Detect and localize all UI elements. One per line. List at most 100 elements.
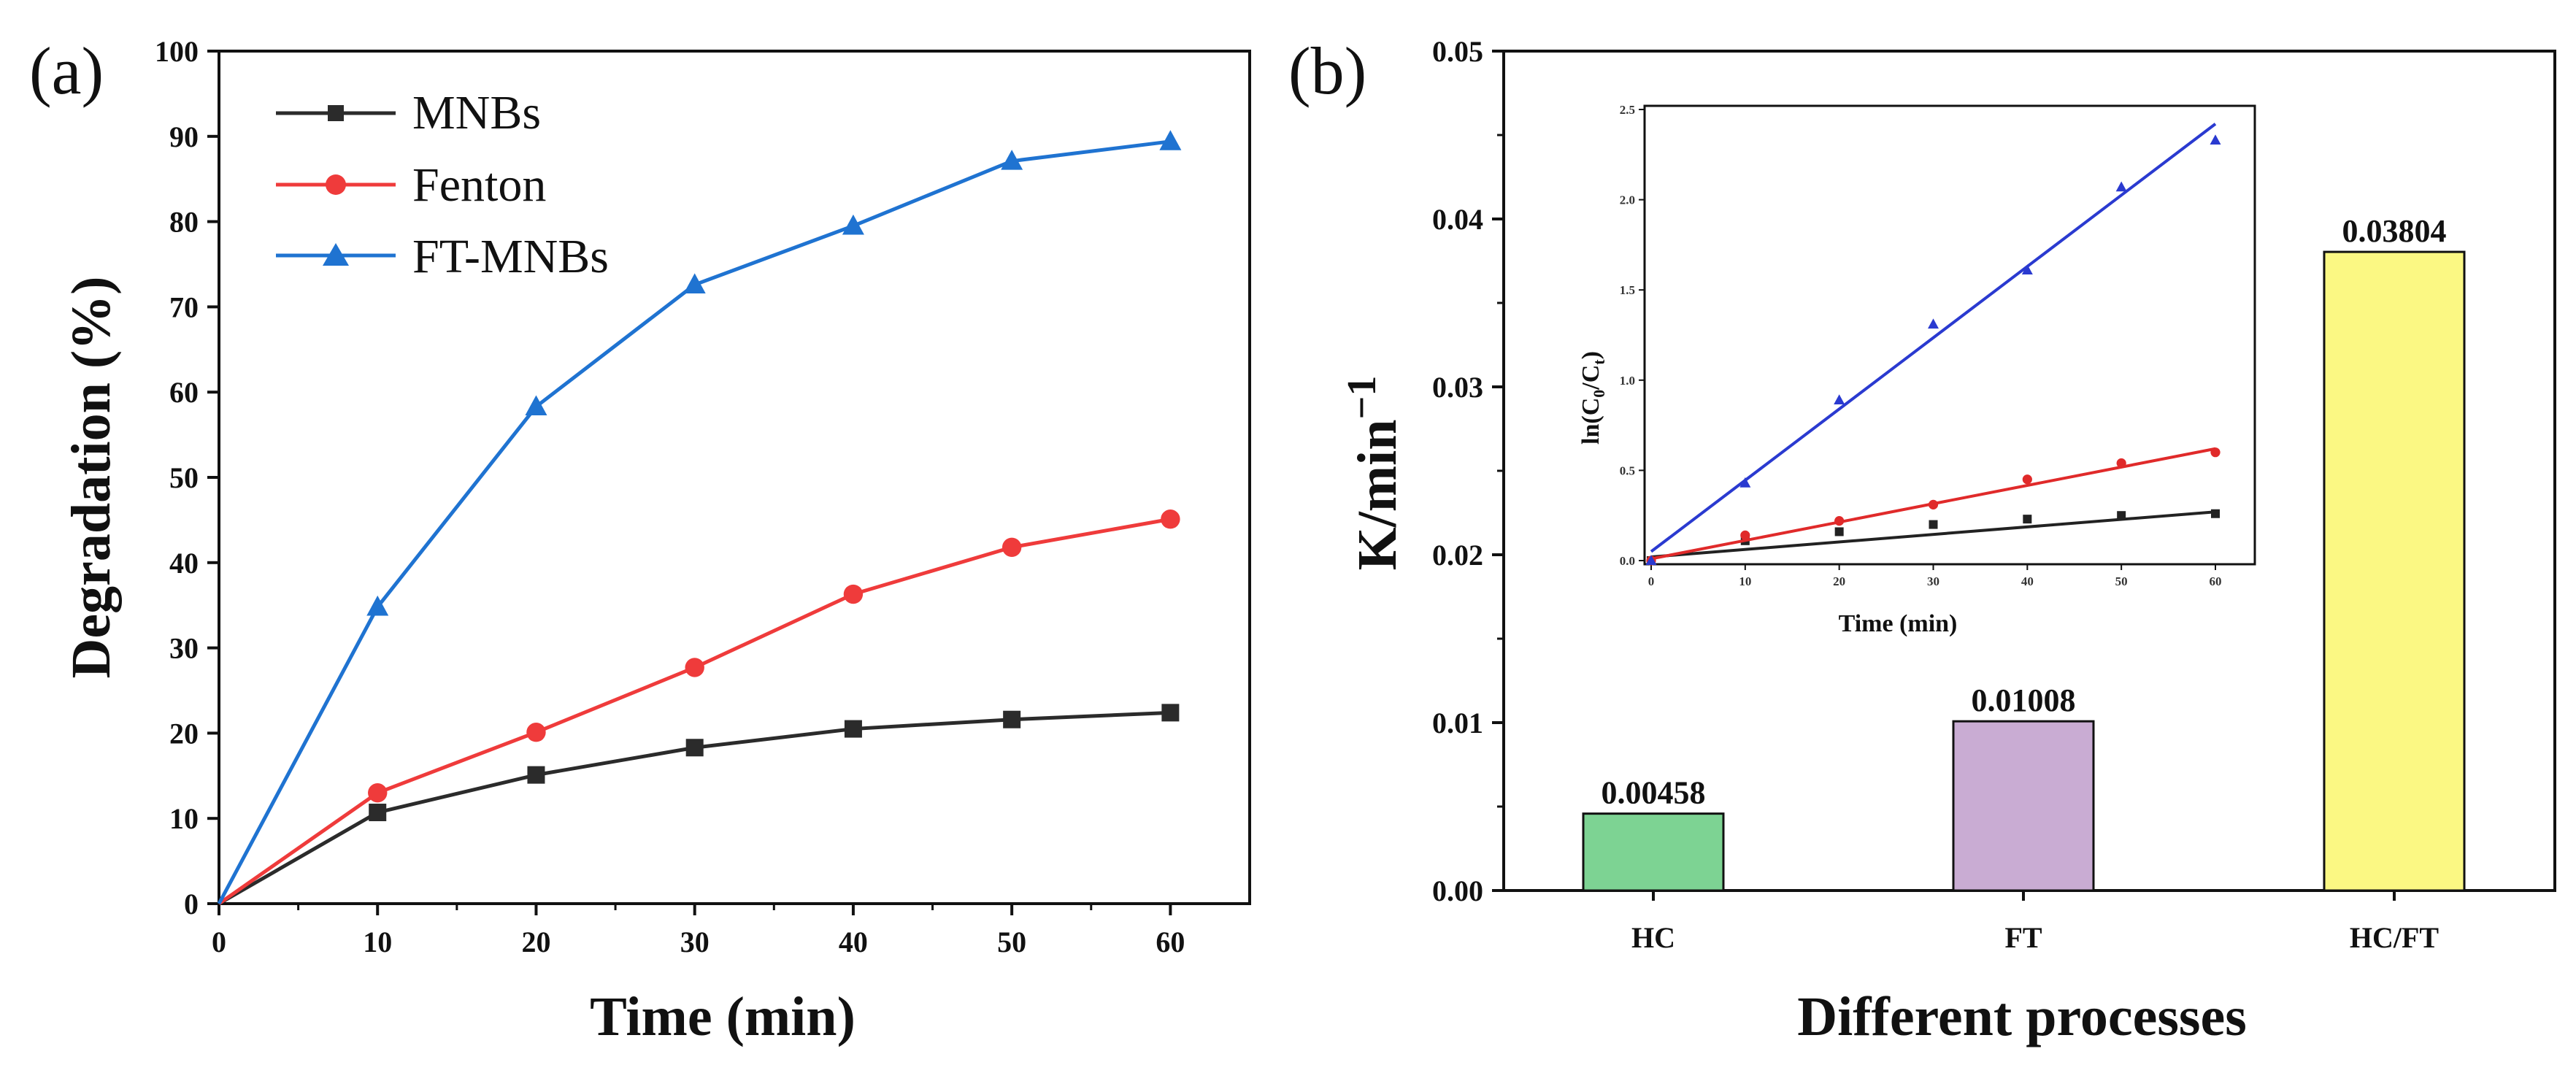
panel-b-x-axis-title: Different processes (1797, 986, 2247, 1047)
inset-y-ticks: 0.0 0.5 1.0 1.5 2.0 2.5 (1620, 103, 1645, 568)
panel-b-y-ticks: 0.00 0.01 0.02 0.03 0.04 0.05 (1432, 35, 1504, 907)
y-tick-label: 30 (169, 632, 199, 665)
inset-data-point-ft (1834, 516, 1845, 526)
inset-data-point-ft (1740, 530, 1750, 540)
inset-y-tick-label: 2.0 (1620, 193, 1635, 207)
bar-hc-ft (2323, 250, 2466, 892)
bar-hc (1582, 812, 1725, 892)
panel-a-y-axis-title: Degradation (%) (61, 277, 122, 679)
x-tick-label: 40 (839, 926, 868, 958)
panel-b-y-axis-title-text: K/min (1347, 420, 1408, 571)
inset-y-title-suffix: ) (1577, 351, 1604, 359)
inset-data-point-hc (2023, 515, 2032, 524)
legend-label-fenton: Fenton (412, 158, 546, 212)
legend-label-ft-mnbs: FT-MNBs (412, 230, 609, 283)
bar-value-label-hc-ft: 0.03804 (2342, 213, 2447, 249)
inset-data-point-ft (2022, 474, 2032, 485)
inset-data-point-hc (2211, 509, 2220, 518)
x-tick-label-hc: HC (1631, 921, 1675, 954)
x-tick-label: 10 (363, 926, 392, 958)
legend-marker-circle-icon (326, 174, 346, 195)
data-point-ft-mnbs (525, 395, 547, 416)
inset-y-tick-label: 2.5 (1620, 103, 1635, 117)
y-tick-label: 0.01 (1432, 707, 1483, 739)
x-tick-label-hc-ft: HC/FT (2350, 921, 2439, 954)
y-tick-label: 0.04 (1432, 203, 1483, 236)
inset-y-title-sub2: t (1590, 359, 1608, 365)
panel-a-x-ticks: 0 10 20 30 40 50 60 (212, 904, 1185, 958)
inset-x-tick-label: 40 (2021, 574, 2034, 588)
inset-data-point-hc-ft (1739, 477, 1751, 488)
data-point-ft-mnbs (842, 214, 864, 235)
inset-x-axis-title: Time (min) (1839, 610, 1958, 637)
data-point-mnbs (1161, 704, 1180, 722)
panel-a-series (217, 130, 1182, 906)
panel-a-y-ticks: 0 10 20 30 40 50 60 70 80 90 100 (155, 35, 219, 920)
legend-marker-triangle-icon (323, 243, 349, 266)
y-tick-label: 50 (169, 461, 199, 494)
legend-marker-square-icon (328, 105, 344, 121)
inset-data-point-hc-ft (1645, 555, 1657, 565)
y-tick-label: 80 (169, 206, 199, 239)
data-point-fenton (1161, 509, 1180, 529)
data-point-ft-mnbs (683, 273, 706, 294)
data-point-fenton (685, 658, 704, 677)
bar-value-label-hc: 0.00458 (1602, 775, 1706, 811)
inset-data-point-hc-ft (2021, 264, 2033, 275)
legend-entry-mnbs: MNBs (276, 86, 541, 139)
data-point-mnbs (527, 766, 545, 784)
inset-plot-frame (1643, 104, 2256, 566)
inset-y-title-prefix: ln(C (1577, 398, 1604, 445)
series-line-fenton (218, 517, 1171, 906)
inset-x-tick-label: 60 (2210, 574, 2222, 588)
y-tick-label: 0.05 (1432, 35, 1483, 68)
inset-y-tick-label: 0.0 (1620, 554, 1635, 568)
inset-data-point-ft (1928, 499, 1939, 509)
y-tick-label: 70 (169, 291, 199, 323)
x-tick-label: 30 (680, 926, 710, 958)
panel-b-bars: 0.00458 HC 0.01008 FT 0.03804 HC/FT (1582, 213, 2466, 954)
panel-a-line-chart: (a) 0 10 20 30 40 50 60 70 80 90 100 0 10 20 30 40 50 60… (29, 34, 1251, 1047)
data-point-mnbs (1003, 710, 1021, 728)
y-tick-label: 0.00 (1432, 874, 1483, 907)
legend-entry-ft-mnbs: FT-MNBs (276, 230, 609, 283)
data-point-ft-mnbs (1001, 150, 1023, 170)
data-point-fenton (368, 782, 388, 803)
panel-b-y-axis-title: K/min−1 (1339, 376, 1408, 571)
panel-a-plot-frame (218, 50, 1251, 905)
data-point-mnbs (369, 804, 387, 822)
panel-b-y-axis-superscript: −1 (1339, 376, 1385, 420)
y-tick-label: 20 (169, 717, 199, 750)
panel-b-inset-chart: 0.0 0.5 1.0 1.5 2.0 2.5 0 10 20 30 40 50 60 Time (m… (1577, 103, 2259, 637)
bar-value-label-ft: 0.01008 (1972, 682, 2076, 718)
y-tick-label: 0 (184, 888, 199, 920)
data-point-fenton (843, 584, 864, 604)
inset-y-tick-label: 1.5 (1620, 283, 1635, 297)
inset-y-title-sub1: 0 (1590, 390, 1608, 398)
data-point-fenton (1001, 537, 1022, 557)
legend-label-mnbs: MNBs (412, 86, 541, 139)
inset-data-point-hc (1929, 520, 1938, 529)
y-tick-label: 10 (169, 802, 199, 835)
x-tick-label: 60 (1156, 926, 1185, 958)
inset-data-point-hc-ft (1834, 394, 1845, 404)
inset-background (1577, 106, 2259, 566)
inset-x-tick-label: 20 (1833, 574, 1845, 588)
inset-series (1645, 123, 2221, 566)
x-tick-label-ft: FT (2004, 921, 2042, 954)
panel-b-bar-chart: (b) 0.000.010.020.030.040.05 0.00458HC0.… (1288, 34, 2556, 1047)
y-tick-label: 0.03 (1432, 371, 1483, 404)
y-tick-label: 40 (169, 547, 199, 580)
inset-x-tick-label: 30 (1927, 574, 1939, 588)
panel-a-label: (a) (29, 34, 104, 108)
inset-data-point-ft (2116, 458, 2126, 469)
inset-data-point-hc (1834, 527, 1844, 536)
inset-x-tick-label: 0 (1648, 574, 1655, 588)
x-tick-label: 50 (997, 926, 1026, 958)
inset-y-tick-label: 0.5 (1620, 464, 1635, 477)
x-tick-label: 20 (521, 926, 550, 958)
legend-entry-fenton: Fenton (276, 158, 546, 212)
x-tick-label: 0 (212, 926, 226, 958)
panel-b-label: (b) (1288, 34, 1366, 108)
